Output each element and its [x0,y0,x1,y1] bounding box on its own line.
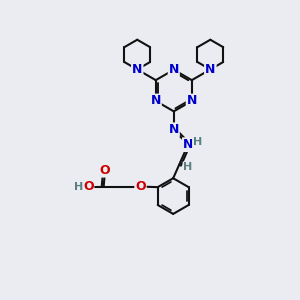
Text: H: H [74,182,83,192]
Text: N: N [151,94,161,107]
Text: O: O [83,180,94,193]
Text: O: O [135,180,146,193]
Text: N: N [132,63,142,76]
Text: N: N [183,138,193,151]
Text: N: N [169,123,179,136]
Text: O: O [100,164,110,177]
Text: N: N [205,63,215,76]
Text: N: N [169,63,179,76]
Text: N: N [205,63,215,76]
Text: N: N [132,63,142,76]
Text: N: N [187,94,197,107]
Text: H: H [183,162,193,172]
Text: H: H [193,137,202,147]
